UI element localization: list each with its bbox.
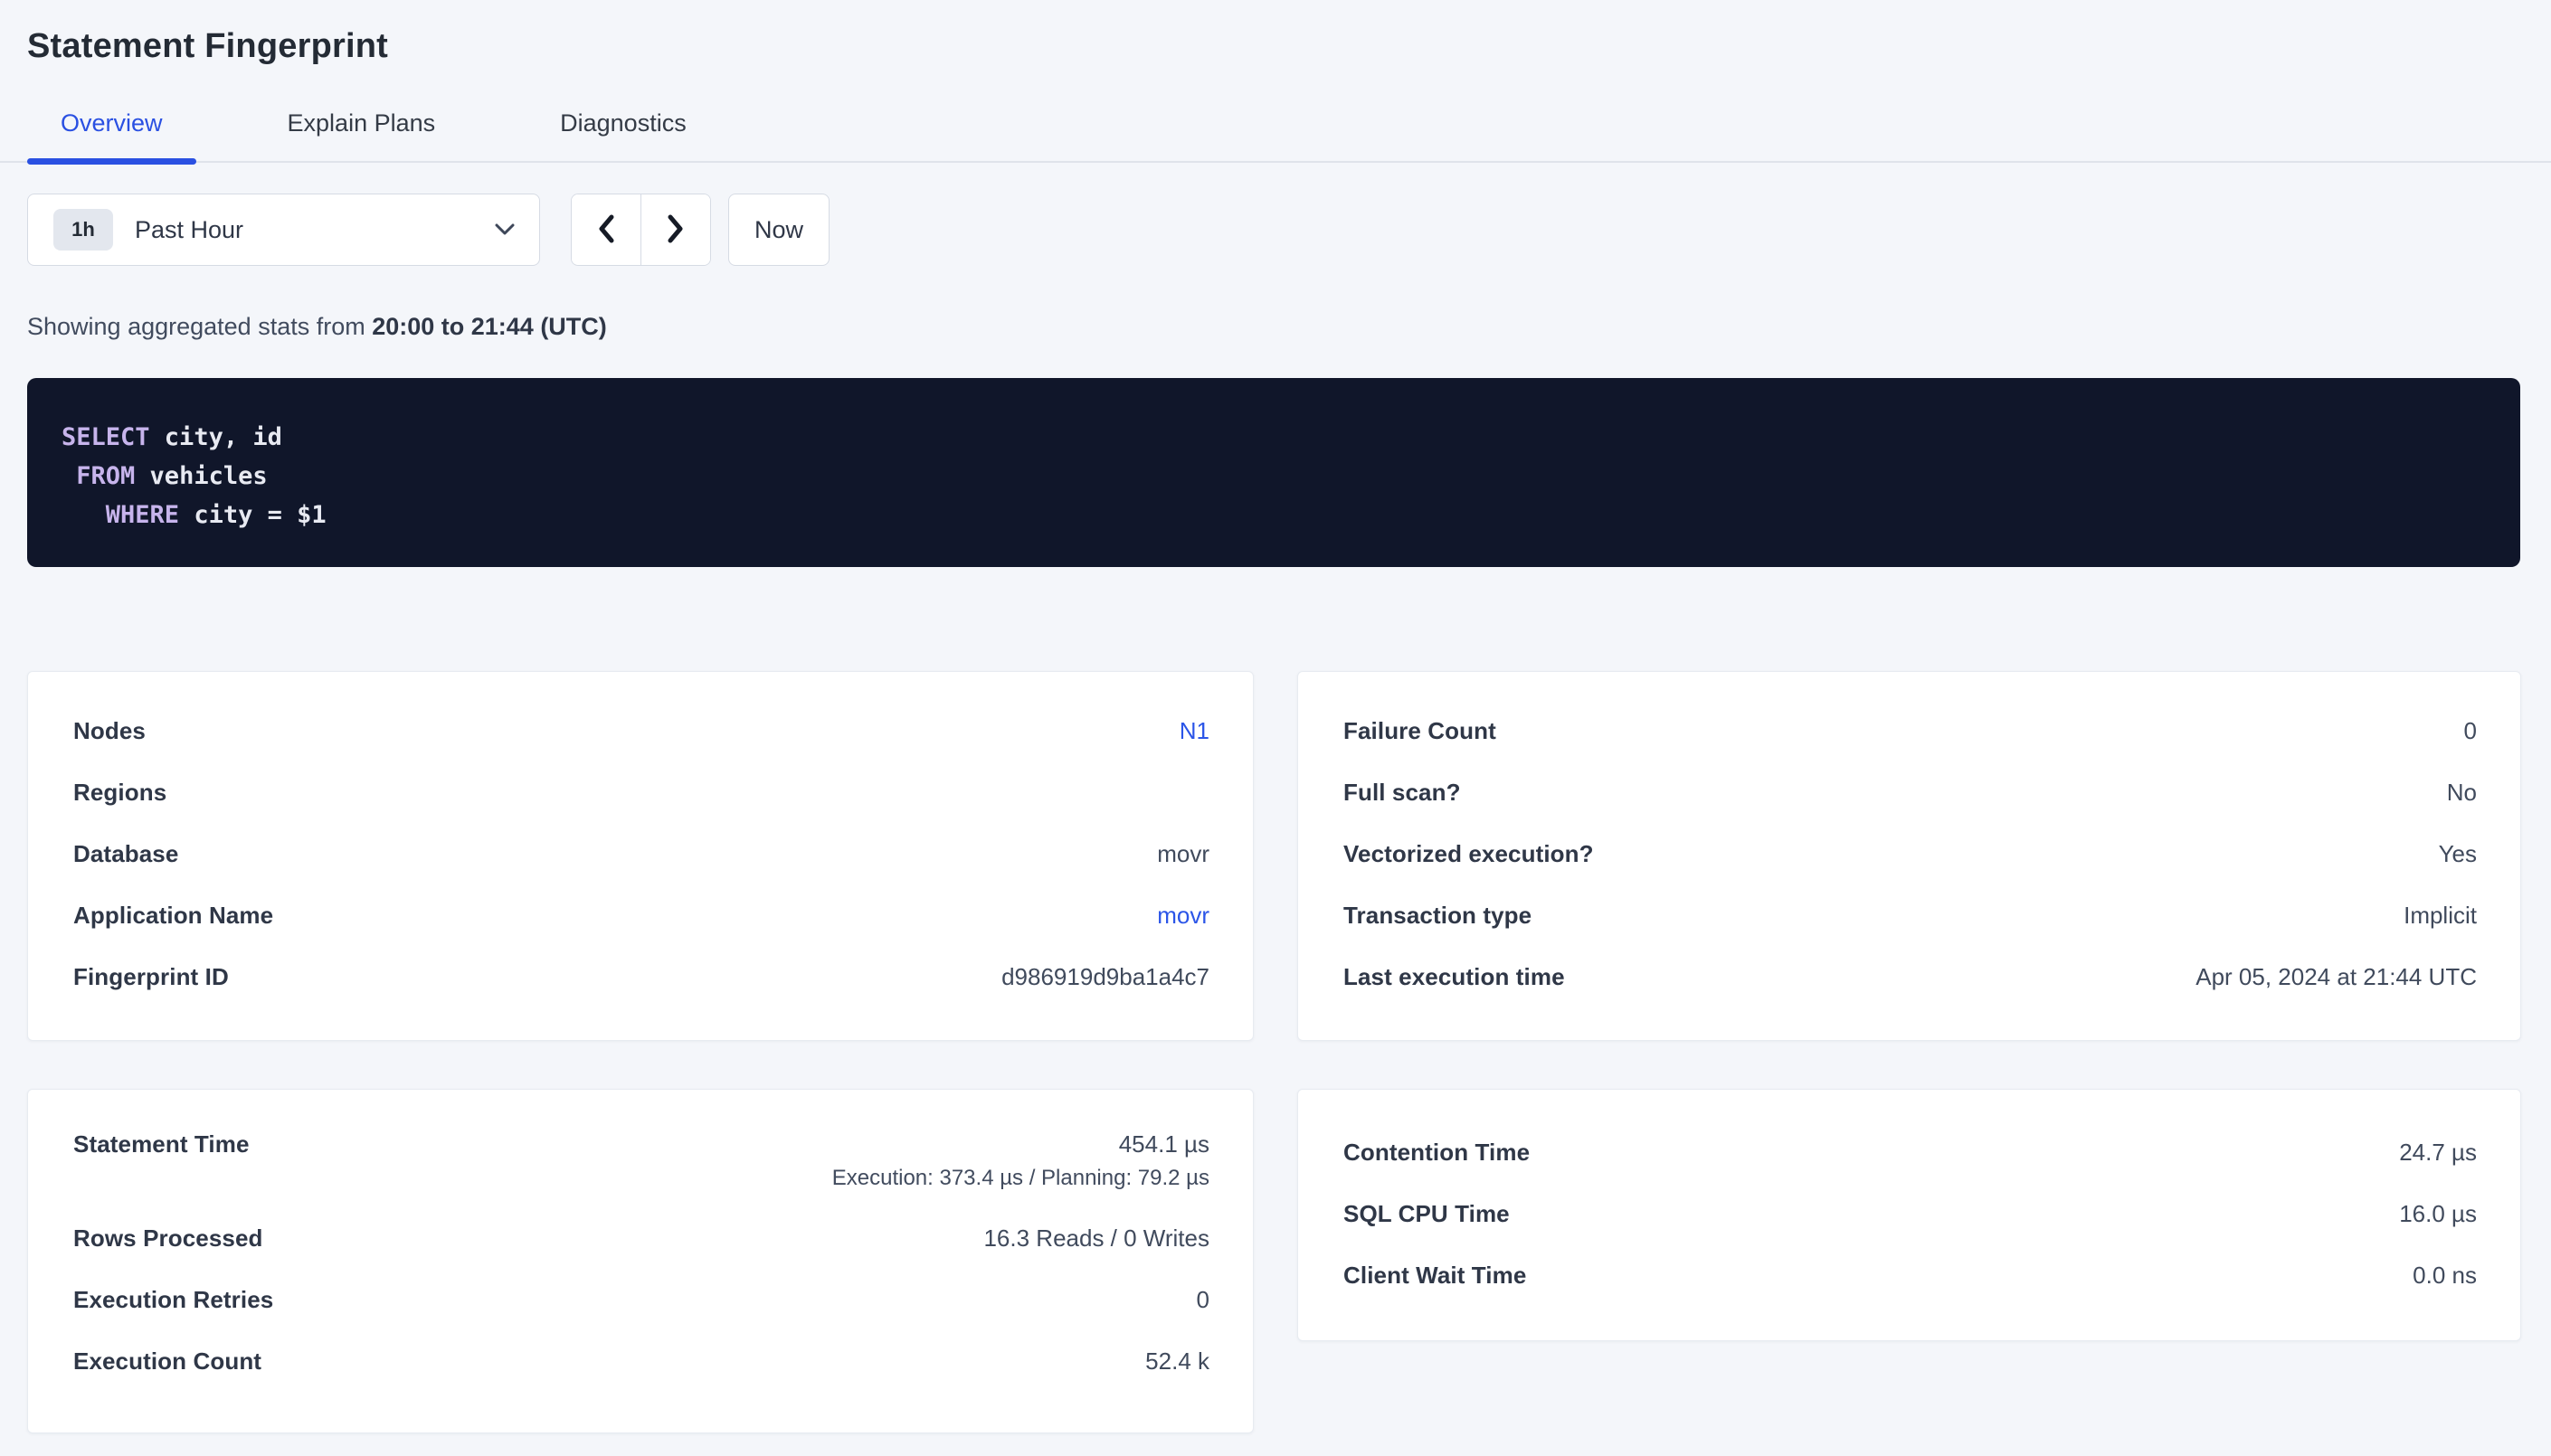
sql-keyword: WHERE	[105, 501, 180, 529]
sql-text: city, id	[149, 423, 282, 451]
time-controls: 1h Past Hour Now	[27, 194, 2524, 266]
chevron-down-icon	[494, 222, 516, 237]
application-name-link[interactable]: movr	[1157, 901, 1209, 929]
sql-indent	[62, 462, 76, 490]
failure-count-value: 0	[2463, 716, 2477, 744]
table-row: Contention Time 24.7 µs	[1343, 1121, 2477, 1183]
tab-explain-plans[interactable]: Explain Plans	[287, 109, 436, 137]
time-range-badge: 1h	[53, 209, 113, 251]
sql-statement-box: SELECT city, id FROM vehicles WHERE city…	[27, 378, 2520, 567]
rows-processed-value: 16.3 Reads / 0 Writes	[983, 1224, 1209, 1252]
contention-time-value: 24.7 µs	[2399, 1138, 2477, 1166]
table-row: Database movr	[73, 823, 1209, 884]
table-row: Rows Processed 16.3 Reads / 0 Writes	[73, 1207, 1209, 1269]
table-row: Failure Count 0	[1343, 700, 2477, 761]
transaction-type-value: Implicit	[2404, 901, 2477, 929]
sql-text: vehicles	[135, 462, 268, 490]
database-value: movr	[1157, 839, 1209, 867]
chevron-left-icon	[594, 213, 618, 248]
summary-cards: Nodes N1 Regions Database movr Applicati…	[27, 671, 2524, 1433]
table-row: Regions	[73, 761, 1209, 823]
vectorized-execution-value: Yes	[2438, 839, 2477, 867]
table-row: Transaction type Implicit	[1343, 884, 2477, 946]
execution-retries-value: 0	[1196, 1285, 1209, 1313]
chevron-right-icon	[664, 213, 688, 248]
time-range-select[interactable]: 1h Past Hour	[27, 194, 540, 266]
row-label-database: Database	[73, 839, 179, 867]
previous-window-button[interactable]	[572, 194, 640, 265]
table-row: Fingerprint ID d986919d9ba1a4c7	[73, 946, 1209, 1007]
row-label-contention-time: Contention Time	[1343, 1138, 1531, 1166]
table-row: Statement Time 454.1 µs Execution: 373.4…	[73, 1122, 1209, 1196]
tab-bar: Overview Explain Plans Diagnostics	[0, 109, 2551, 165]
next-window-button[interactable]	[641, 194, 710, 265]
fingerprint-id-value: d986919d9ba1a4c7	[1001, 962, 1209, 990]
aggregated-stats-range: 20:00 to 21:44 (UTC)	[372, 313, 607, 340]
table-row: Last execution time Apr 05, 2024 at 21:4…	[1343, 946, 2477, 1007]
sql-line-3: WHERE city = $1	[62, 496, 2484, 534]
sql-line-2: FROM vehicles	[62, 457, 2484, 496]
row-label-failure-count: Failure Count	[1343, 716, 1496, 744]
time-window-pager	[571, 194, 711, 266]
row-label-sql-cpu-time: SQL CPU Time	[1343, 1199, 1510, 1227]
time-range-value: Past Hour	[135, 215, 244, 243]
table-row: Vectorized execution? Yes	[1343, 823, 2477, 884]
aggregated-stats-line: Showing aggregated stats from 20:00 to 2…	[27, 313, 2524, 341]
client-wait-time-value: 0.0 ns	[2413, 1261, 2477, 1289]
now-button[interactable]: Now	[728, 194, 830, 266]
tab-diagnostics[interactable]: Diagnostics	[560, 109, 687, 137]
execution-count-value: 52.4 k	[1145, 1347, 1209, 1375]
tab-overview[interactable]: Overview	[27, 109, 196, 165]
details-card-right: Failure Count 0 Full scan? No Vectorized…	[1297, 671, 2521, 1041]
sql-keyword: FROM	[76, 462, 136, 490]
row-label-application-name: Application Name	[73, 901, 274, 929]
last-execution-time-value: Apr 05, 2024 at 21:44 UTC	[2195, 962, 2477, 990]
table-row: Nodes N1	[73, 700, 1209, 761]
wait-time-stats-card: Contention Time 24.7 µs SQL CPU Time 16.…	[1297, 1089, 2521, 1341]
execution-stats-card: Statement Time 454.1 µs Execution: 373.4…	[27, 1089, 1254, 1433]
table-row: Execution Retries 0	[73, 1269, 1209, 1330]
row-label-last-execution-time: Last execution time	[1343, 962, 1565, 990]
row-label-vectorized-execution: Vectorized execution?	[1343, 839, 1594, 867]
row-label-execution-retries: Execution Retries	[73, 1285, 274, 1313]
sql-text: city = $1	[179, 501, 327, 529]
row-label-rows-processed: Rows Processed	[73, 1224, 263, 1252]
table-row: Application Name movr	[73, 884, 1209, 946]
row-label-execution-count: Execution Count	[73, 1347, 262, 1375]
sql-keyword: SELECT	[62, 423, 150, 451]
table-row: Execution Count 52.4 k	[73, 1330, 1209, 1392]
row-label-full-scan: Full scan?	[1343, 778, 1461, 806]
statement-time-breakdown: Execution: 373.4 µs / Planning: 79.2 µs	[831, 1166, 1209, 1190]
row-label-client-wait-time: Client Wait Time	[1343, 1261, 1527, 1289]
sql-line-1: SELECT city, id	[62, 418, 2484, 457]
row-label-nodes: Nodes	[73, 716, 146, 744]
sql-indent	[62, 501, 106, 529]
row-label-fingerprint-id: Fingerprint ID	[73, 962, 229, 990]
full-scan-value: No	[2446, 778, 2477, 806]
aggregated-stats-prefix: Showing aggregated stats from	[27, 313, 373, 340]
table-row: Full scan? No	[1343, 761, 2477, 823]
row-label-statement-time: Statement Time	[73, 1130, 250, 1158]
row-label-regions: Regions	[73, 778, 167, 806]
statement-time-value: 454.1 µs	[1118, 1130, 1209, 1158]
row-label-transaction-type: Transaction type	[1343, 901, 1532, 929]
sql-cpu-time-value: 16.0 µs	[2399, 1199, 2477, 1227]
table-row: Client Wait Time 0.0 ns	[1343, 1244, 2477, 1306]
table-row: SQL CPU Time 16.0 µs	[1343, 1183, 2477, 1244]
nodes-link[interactable]: N1	[1179, 716, 1209, 744]
details-card-left: Nodes N1 Regions Database movr Applicati…	[27, 671, 1254, 1041]
pager-divider	[640, 194, 641, 265]
page-title: Statement Fingerprint	[27, 27, 389, 65]
